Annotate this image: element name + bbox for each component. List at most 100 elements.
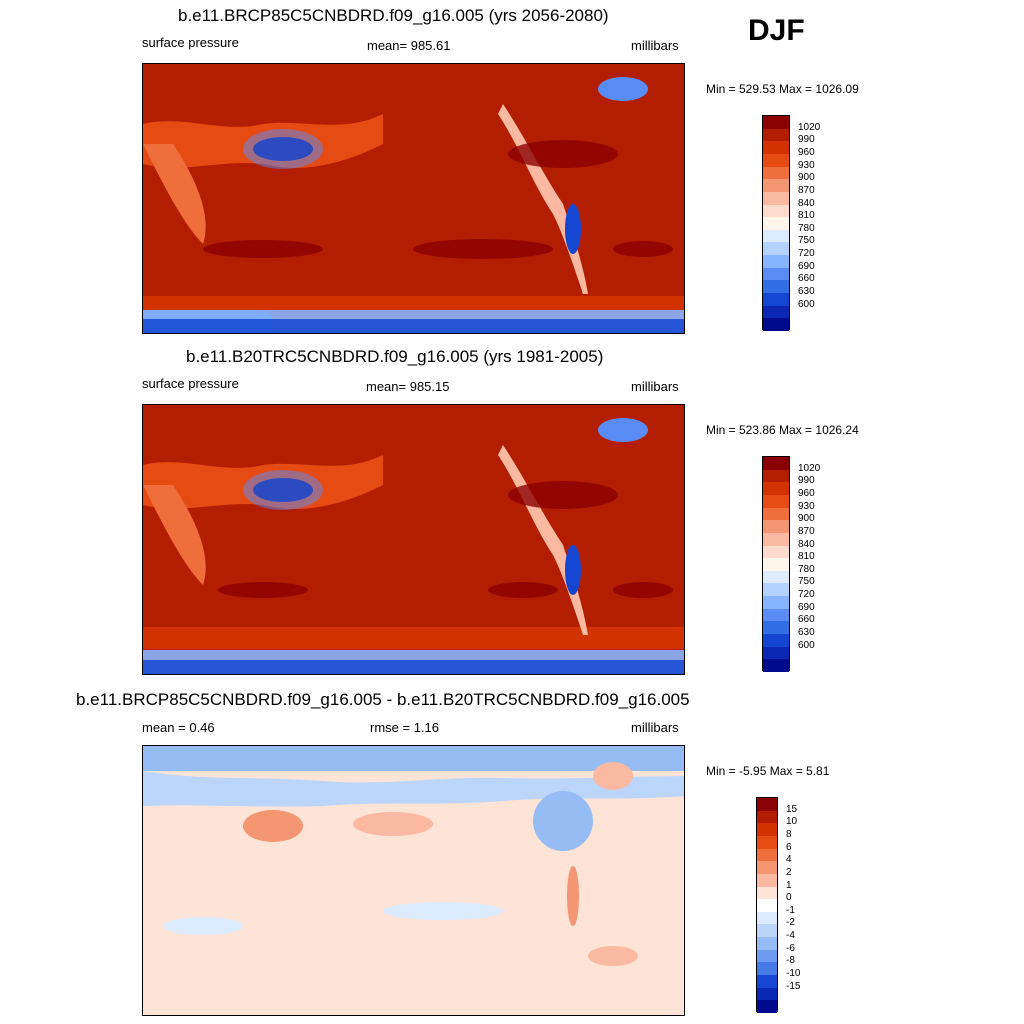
colorbar-cell bbox=[763, 267, 789, 281]
colorbar-cell bbox=[763, 482, 789, 496]
panel-3-title: b.e11.BRCP85C5CNBDRD.f09_g16.005 - b.e11… bbox=[76, 690, 690, 709]
colorbar-cell bbox=[763, 280, 789, 294]
colorbar-tick-label: 4 bbox=[786, 854, 792, 866]
panel-2-map bbox=[142, 404, 685, 675]
colorbar-cell bbox=[757, 886, 777, 900]
colorbar-cell bbox=[763, 217, 789, 231]
colorbar-tick-label: 810 bbox=[798, 210, 815, 222]
panel-3-units-label: millibars bbox=[631, 720, 679, 735]
colorbar-tick-label: 10 bbox=[786, 816, 798, 828]
colorbar-tick-label: 660 bbox=[798, 614, 815, 626]
colorbar-tick-label: 600 bbox=[798, 639, 815, 651]
colorbar-cell bbox=[763, 520, 789, 534]
colorbar-tick-label: -8 bbox=[786, 955, 795, 967]
colorbar-box bbox=[762, 456, 790, 673]
colorbar-tick-label: -10 bbox=[786, 968, 801, 980]
colorbar-cell bbox=[757, 911, 777, 925]
colorbar-cell bbox=[757, 1000, 777, 1014]
colorbar-tick-label: 990 bbox=[798, 475, 815, 487]
colorbar-tick-label: 0 bbox=[786, 892, 792, 904]
colorbar-cell bbox=[757, 987, 777, 1001]
colorbar-tick-label: 630 bbox=[798, 286, 815, 298]
colorbar-cell bbox=[763, 646, 789, 660]
colorbar-tick-label: 600 bbox=[798, 298, 815, 310]
colorbar-cell bbox=[763, 532, 789, 547]
colorbar-cell bbox=[757, 937, 777, 951]
panel-1-minmax: Min = 529.53 Max = 1026.09 bbox=[706, 82, 859, 96]
colorbar-cell bbox=[763, 583, 789, 597]
colorbar-tick-label: -1 bbox=[786, 904, 795, 916]
colorbar-cell bbox=[763, 318, 789, 332]
colorbar-cell bbox=[763, 507, 789, 521]
panel-1-title: b.e11.BRCP85C5CNBDRD.f09_g16.005 (yrs 20… bbox=[178, 6, 609, 25]
colorbar-tick-label: 6 bbox=[786, 841, 792, 853]
panel-1-variable-label: surface pressure bbox=[142, 35, 239, 50]
colorbar-cell bbox=[757, 835, 777, 850]
colorbar-cell bbox=[757, 823, 777, 837]
colorbar-cell bbox=[763, 166, 789, 180]
colorbar-tick-label: 900 bbox=[798, 513, 815, 525]
panel-1-units-label: millibars bbox=[631, 38, 679, 53]
colorbar-cell bbox=[763, 659, 789, 673]
colorbar-cell bbox=[757, 949, 777, 963]
colorbar-tick-label: 690 bbox=[798, 601, 815, 613]
panel-2-title: b.e11.B20TRC5CNBDRD.f09_g16.005 (yrs 198… bbox=[186, 347, 604, 366]
colorbar-tick-label: 1020 bbox=[798, 462, 821, 474]
colorbar-tick-label: -6 bbox=[786, 942, 795, 954]
colorbar-cell bbox=[757, 873, 777, 888]
colorbar-tick-label: 960 bbox=[798, 146, 815, 158]
colorbar-tick-label: -4 bbox=[786, 930, 795, 942]
colorbar-cell bbox=[757, 848, 777, 862]
panel-3-mean-label: mean = 0.46 bbox=[142, 720, 215, 735]
colorbar-tick-label: 1020 bbox=[798, 121, 821, 133]
colorbar-tick-label: 840 bbox=[798, 197, 815, 209]
colorbar-box bbox=[756, 797, 778, 1014]
colorbar-cell bbox=[763, 621, 789, 635]
colorbar-cell bbox=[763, 494, 789, 509]
colorbar-tick-label: 8 bbox=[786, 828, 792, 840]
panel-3-map bbox=[142, 745, 685, 1016]
colorbar-cell bbox=[757, 899, 777, 913]
colorbar-cell bbox=[757, 810, 777, 824]
panel-2-variable-label: surface pressure bbox=[142, 376, 239, 391]
panel-2-mean-label: mean= 985.15 bbox=[366, 379, 450, 394]
panel-2-minmax: Min = 523.86 Max = 1026.24 bbox=[706, 423, 859, 437]
colorbar-tick-label: 810 bbox=[798, 551, 815, 563]
colorbar-cell bbox=[763, 558, 789, 572]
colorbar-tick-label: -2 bbox=[786, 917, 795, 929]
colorbar-cell bbox=[763, 293, 789, 307]
colorbar-tick-label: 750 bbox=[798, 576, 815, 588]
panel-1-mean-label: mean= 985.61 bbox=[367, 38, 451, 53]
colorbar-tick-label: 900 bbox=[798, 172, 815, 184]
colorbar-box bbox=[762, 115, 790, 332]
colorbar-cell bbox=[763, 153, 789, 168]
colorbar-cell bbox=[757, 861, 777, 875]
colorbar-cell bbox=[763, 570, 789, 584]
colorbar-tick-label: 660 bbox=[798, 273, 815, 285]
colorbar-tick-label: 780 bbox=[798, 222, 815, 234]
colorbar-cell bbox=[763, 634, 789, 648]
colorbar-cell bbox=[763, 255, 789, 269]
panel-2-units-label: millibars bbox=[631, 379, 679, 394]
colorbar-tick-label: 960 bbox=[798, 487, 815, 499]
colorbar-tick-label: 720 bbox=[798, 589, 815, 601]
colorbar-tick-label: 840 bbox=[798, 538, 815, 550]
colorbar-cell bbox=[757, 975, 777, 989]
colorbar-cell bbox=[763, 116, 789, 130]
colorbar-tick-label: 2 bbox=[786, 866, 792, 878]
colorbar-cell bbox=[763, 128, 789, 142]
colorbar-tick-label: 870 bbox=[798, 184, 815, 196]
colorbar-tick-label: 720 bbox=[798, 248, 815, 260]
colorbar-cell bbox=[763, 545, 789, 559]
colorbar-tick-label: 780 bbox=[798, 563, 815, 575]
colorbar-cell bbox=[763, 305, 789, 319]
colorbar-tick-label: 930 bbox=[798, 159, 815, 171]
colorbar-cell bbox=[757, 962, 777, 976]
season-label: DJF bbox=[748, 14, 805, 47]
colorbar-cell bbox=[763, 204, 789, 218]
colorbar-cell bbox=[763, 469, 789, 483]
colorbar-cell bbox=[763, 242, 789, 256]
colorbar-cell bbox=[763, 229, 789, 243]
panel-3-minmax: Min = -5.95 Max = 5.81 bbox=[706, 764, 830, 778]
colorbar-cell bbox=[763, 141, 789, 155]
